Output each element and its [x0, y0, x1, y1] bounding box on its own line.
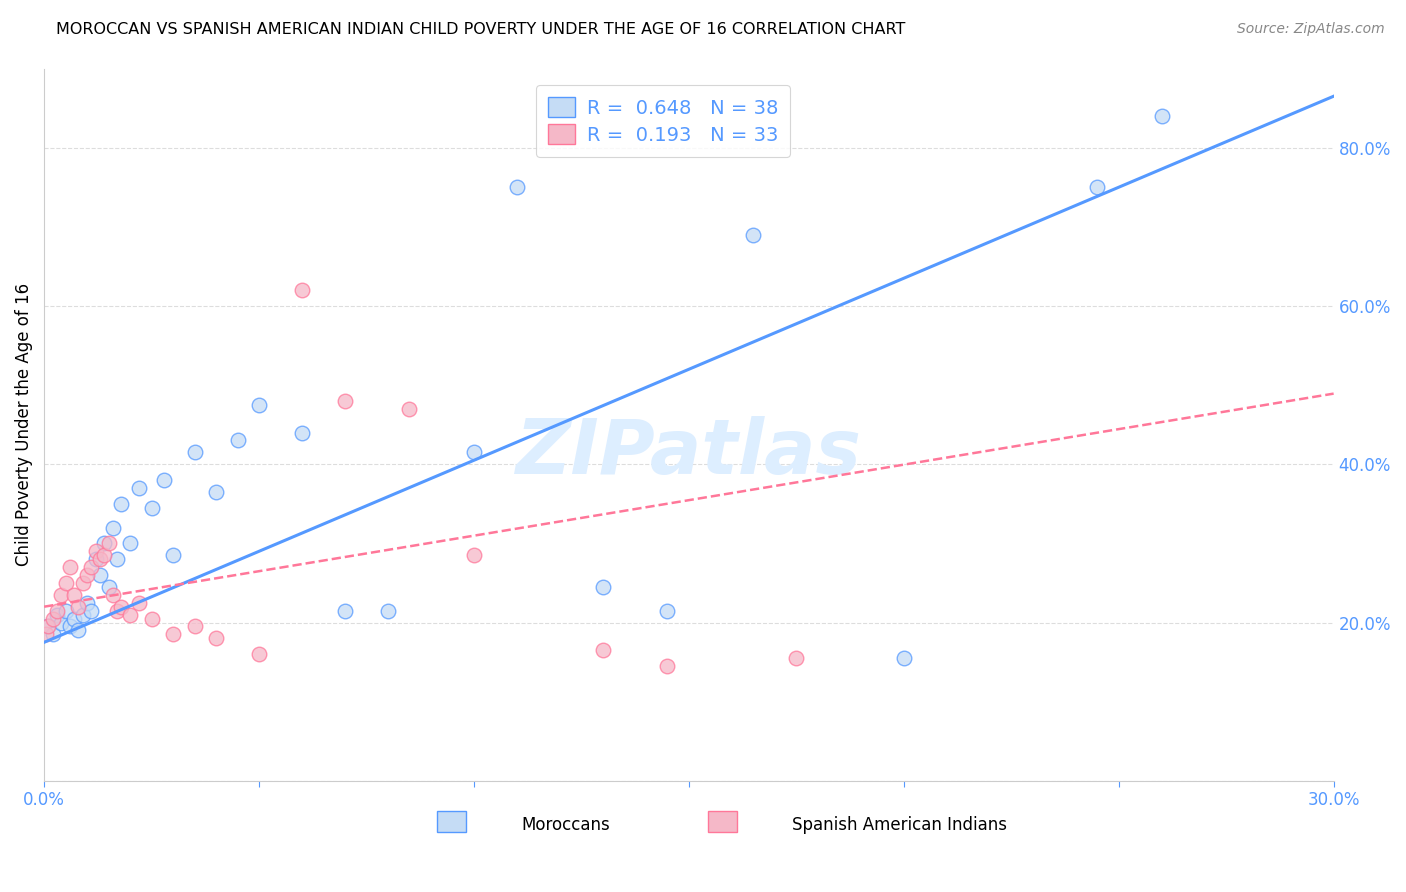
Text: MOROCCAN VS SPANISH AMERICAN INDIAN CHILD POVERTY UNDER THE AGE OF 16 CORRELATIO: MOROCCAN VS SPANISH AMERICAN INDIAN CHIL…: [56, 22, 905, 37]
Point: [63, 611, 86, 625]
Point: [1150, 109, 1173, 123]
Point: [84, 552, 107, 566]
Point: [110, 497, 132, 511]
Point: [657, 604, 679, 618]
Point: [93, 548, 115, 562]
Point: [183, 445, 205, 459]
Point: [128, 596, 150, 610]
Point: [46, 604, 69, 618]
Point: [41, 627, 63, 641]
Point: [59, 560, 82, 574]
Point: [105, 604, 128, 618]
Text: ZIPatlas: ZIPatlas: [516, 417, 862, 491]
Point: [37, 619, 59, 633]
Point: [120, 536, 142, 550]
Point: [463, 445, 485, 459]
Y-axis label: Child Poverty Under the Age of 16: Child Poverty Under the Age of 16: [15, 283, 32, 566]
Point: [893, 651, 915, 665]
Point: [1085, 180, 1108, 194]
FancyBboxPatch shape: [709, 811, 737, 832]
Point: [41, 611, 63, 625]
Point: [59, 619, 82, 633]
Point: [67, 624, 90, 638]
Point: [89, 568, 111, 582]
Point: [93, 536, 115, 550]
Point: [333, 393, 356, 408]
Point: [205, 632, 228, 646]
Point: [226, 434, 249, 448]
Point: [97, 580, 120, 594]
Point: [785, 651, 807, 665]
Point: [84, 544, 107, 558]
Point: [592, 643, 614, 657]
Point: [37, 619, 59, 633]
Point: [141, 500, 163, 515]
Point: [110, 599, 132, 614]
Point: [291, 425, 314, 440]
Point: [55, 604, 77, 618]
Point: [101, 520, 124, 534]
Point: [153, 473, 176, 487]
Point: [97, 536, 120, 550]
Point: [742, 227, 765, 242]
Point: [162, 548, 184, 562]
Point: [657, 659, 679, 673]
Text: Moroccans: Moroccans: [522, 816, 610, 834]
Point: [247, 647, 270, 661]
Point: [120, 607, 142, 622]
FancyBboxPatch shape: [437, 811, 465, 832]
Point: [72, 607, 94, 622]
Point: [463, 548, 485, 562]
Point: [76, 596, 98, 610]
Text: Spanish American Indians: Spanish American Indians: [792, 816, 1007, 834]
Point: [67, 599, 90, 614]
Point: [35, 627, 58, 641]
Point: [377, 604, 399, 618]
Point: [162, 627, 184, 641]
Point: [333, 604, 356, 618]
Point: [183, 619, 205, 633]
Point: [506, 180, 529, 194]
Point: [128, 481, 150, 495]
Point: [76, 568, 98, 582]
Legend: R =  0.648   N = 38, R =  0.193   N = 33: R = 0.648 N = 38, R = 0.193 N = 33: [536, 86, 790, 157]
Point: [141, 611, 163, 625]
Point: [63, 588, 86, 602]
Text: Source: ZipAtlas.com: Source: ZipAtlas.com: [1237, 22, 1385, 37]
Point: [247, 398, 270, 412]
Point: [291, 283, 314, 297]
Point: [80, 604, 103, 618]
Point: [51, 615, 73, 630]
Point: [205, 485, 228, 500]
Point: [46, 607, 69, 622]
Point: [72, 576, 94, 591]
Point: [398, 401, 420, 416]
Point: [101, 588, 124, 602]
Point: [80, 560, 103, 574]
Point: [55, 576, 77, 591]
Point: [592, 580, 614, 594]
Point: [105, 552, 128, 566]
Point: [51, 588, 73, 602]
Point: [89, 552, 111, 566]
